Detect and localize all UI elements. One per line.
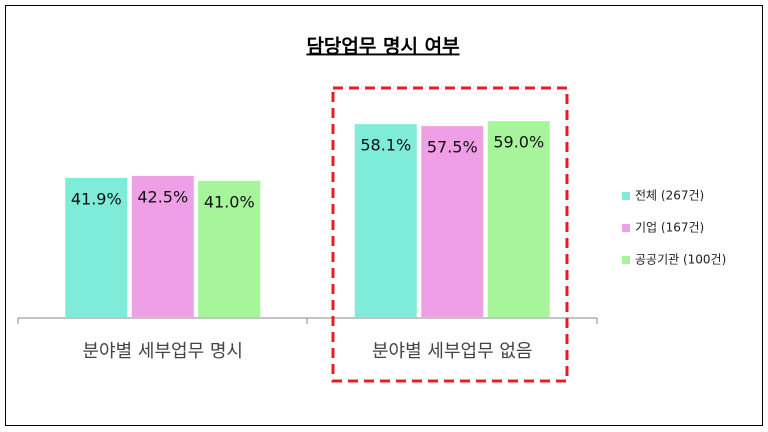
legend-label: 기업 (167건) xyxy=(635,221,704,235)
x-tick-label: 분야별 세부업무 없음 xyxy=(372,341,532,362)
bar xyxy=(65,177,128,317)
value-label: 59.0% xyxy=(493,133,544,152)
bar xyxy=(354,124,417,317)
value-label: 41.9% xyxy=(71,189,122,208)
legend-label: 공공기관 (100건) xyxy=(635,253,726,267)
bar xyxy=(421,126,484,317)
chart-title: 담당업무 명시 여부 xyxy=(306,36,459,58)
legend-label: 전체 (267건) xyxy=(635,189,704,203)
value-label: 58.1% xyxy=(360,136,411,155)
bar xyxy=(487,121,550,318)
highlight-box xyxy=(331,86,569,383)
value-label: 57.5% xyxy=(427,138,478,157)
legend-swatch xyxy=(622,224,630,232)
bar xyxy=(131,175,194,317)
legend-swatch xyxy=(622,256,630,264)
value-label: 42.5% xyxy=(137,187,188,206)
value-label: 41.0% xyxy=(204,192,255,211)
x-tick-label: 분야별 세부업무 명시 xyxy=(83,341,243,362)
legend-swatch xyxy=(622,192,630,200)
bar xyxy=(198,180,261,317)
